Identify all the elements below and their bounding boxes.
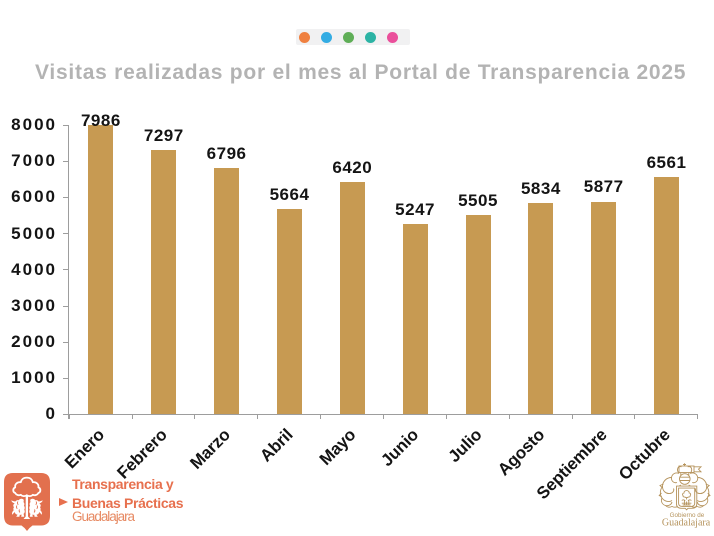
svg-text:Gobierno de: Gobierno de (670, 512, 705, 519)
svg-text:Guadalajara: Guadalajara (662, 518, 711, 529)
